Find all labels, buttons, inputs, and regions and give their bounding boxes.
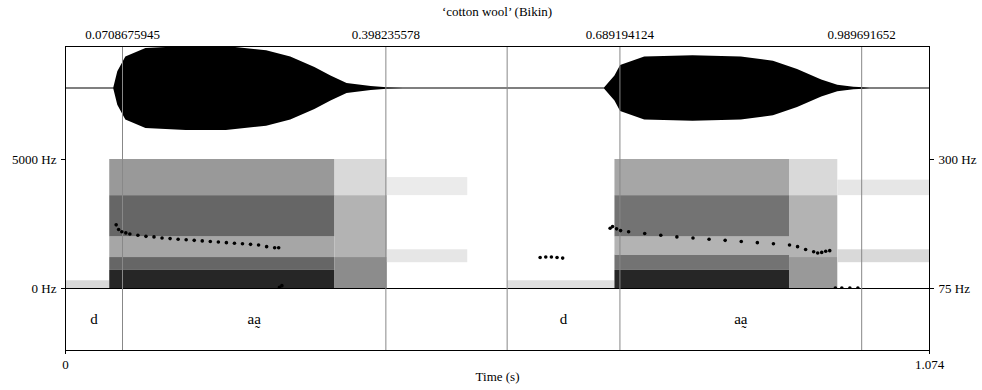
svg-text:300 Hz: 300 Hz bbox=[939, 152, 977, 167]
svg-text:d: d bbox=[560, 311, 568, 327]
svg-text:0.689194124: 0.689194124 bbox=[586, 27, 655, 42]
svg-text:0.0708675945: 0.0708675945 bbox=[85, 27, 160, 42]
svg-text:0 Hz: 0 Hz bbox=[32, 281, 57, 296]
svg-text:1.074: 1.074 bbox=[915, 357, 945, 372]
svg-text:aa̰: aa̰ bbox=[248, 311, 262, 327]
svg-text:75 Hz: 75 Hz bbox=[939, 281, 971, 296]
svg-text:Time (s): Time (s) bbox=[476, 369, 520, 384]
svg-text:0: 0 bbox=[62, 357, 69, 372]
svg-text:aa̰: aa̰ bbox=[734, 311, 748, 327]
svg-text:5000 Hz: 5000 Hz bbox=[12, 152, 57, 167]
svg-text:0.989691652: 0.989691652 bbox=[828, 27, 896, 42]
html-text:‘cotton wool’ (Bikin): ‘cotton wool’ (Bikin) bbox=[441, 4, 553, 19]
svg-text:0.398235578: 0.398235578 bbox=[352, 27, 420, 42]
svg-text:d: d bbox=[90, 311, 98, 327]
